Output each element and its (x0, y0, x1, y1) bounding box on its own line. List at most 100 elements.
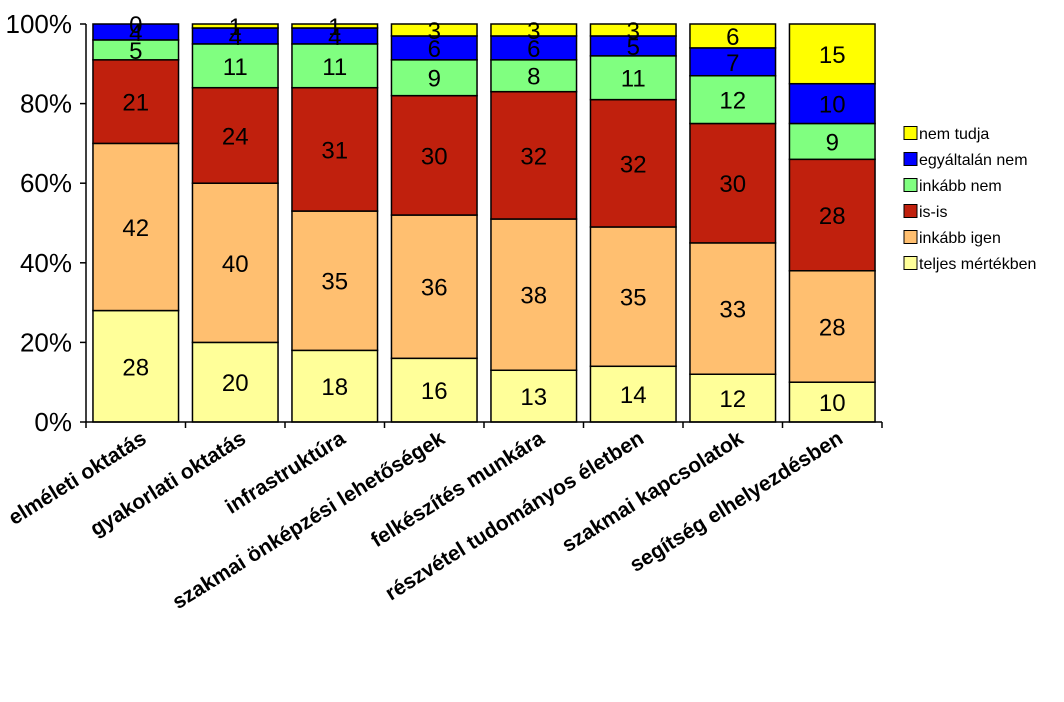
bar-segment (490, 90, 578, 220)
value-label: 4 (328, 24, 341, 51)
value-label: 11 (223, 54, 248, 81)
bar-segment (490, 23, 578, 37)
bar-segment (589, 98, 677, 228)
value-label: 12 (719, 88, 746, 115)
value-label: 32 (520, 143, 547, 170)
legend-label: is-is (919, 204, 947, 221)
y-tick-label: 40% (20, 248, 72, 278)
value-label: 11 (322, 54, 347, 81)
bar-segment (291, 349, 379, 423)
value-label: 5 (129, 38, 142, 65)
bar-segment (689, 242, 777, 375)
bar-segment (589, 23, 677, 37)
value-label: 30 (421, 143, 448, 170)
value-label: 28 (819, 314, 846, 341)
value-label: 36 (421, 275, 448, 302)
bar-segment (291, 210, 379, 352)
value-label: 30 (719, 171, 746, 198)
value-label: 24 (222, 123, 249, 150)
value-label: 0 (129, 12, 142, 39)
legend-label: inkább igen (919, 230, 1001, 247)
value-label: 9 (826, 129, 839, 156)
category-label: felkészítés munkára (367, 427, 549, 552)
legend-swatch (903, 256, 918, 270)
value-label: 28 (819, 203, 846, 230)
legend-swatch (903, 152, 918, 166)
legend: nem tudja egyáltalán nem inkább nem is-is in… (903, 126, 1036, 273)
value-label: 4 (129, 20, 142, 47)
bar-segment (291, 23, 379, 29)
value-label: 12 (719, 386, 746, 413)
value-label: 21 (122, 90, 149, 117)
bar-segment (689, 122, 777, 244)
value-label: 1 (229, 14, 242, 41)
bar-segment (291, 86, 379, 212)
value-label: 35 (620, 285, 647, 312)
bar-segment (589, 365, 677, 423)
value-label: 20 (222, 370, 249, 397)
value-label: 32 (620, 151, 647, 178)
value-label: 10 (819, 92, 846, 119)
bar-segment (490, 369, 578, 423)
legend-swatch (903, 204, 918, 218)
value-label: 18 (321, 374, 348, 401)
value-label: 3 (627, 18, 640, 45)
bar-segment (191, 23, 279, 29)
value-label: 38 (520, 283, 547, 310)
value-label: 16 (421, 378, 448, 405)
value-label: 3 (428, 18, 441, 45)
bar-segment (390, 357, 478, 423)
bar-segment (390, 59, 478, 97)
bar-segment (92, 23, 180, 41)
bar-segment (490, 218, 578, 372)
bar-segment (191, 43, 279, 89)
bar-segment (390, 94, 478, 216)
bar-segment (390, 214, 478, 360)
bar-segment (788, 270, 876, 383)
bar-segment (689, 47, 777, 77)
value-label: 40 (222, 251, 249, 278)
value-label: 33 (719, 297, 746, 324)
bar-segment (92, 142, 180, 312)
legend-label: egyáltalán nem (919, 152, 1028, 169)
value-label: 1 (328, 14, 341, 41)
value-label: 13 (520, 384, 547, 411)
bar-segment (589, 226, 677, 368)
bar-segment (490, 59, 578, 93)
value-label: 5 (627, 34, 640, 61)
bar-segment (689, 23, 777, 49)
plot-area: 2842215402040241141183531114116363096313… (92, 12, 876, 423)
legend-swatch (903, 126, 918, 140)
value-label: 4 (229, 24, 242, 51)
legend-swatch (903, 178, 918, 192)
y-tick-label: 60% (20, 168, 72, 198)
value-label: 8 (527, 64, 540, 91)
value-label: 28 (122, 354, 149, 381)
value-label: 31 (321, 137, 348, 164)
bar-segment (92, 309, 180, 423)
bar-segment (191, 86, 279, 184)
value-label: 15 (819, 42, 846, 69)
value-label: 35 (321, 269, 348, 296)
category-label: szakmai kapcsolatok (558, 427, 748, 557)
value-label: 10 (819, 390, 846, 417)
value-label: 3 (527, 18, 540, 45)
legend-swatch (903, 230, 918, 244)
value-label: 9 (428, 66, 441, 93)
bar-segment (390, 23, 478, 37)
value-label: 7 (726, 50, 739, 77)
y-tick-label: 20% (20, 327, 72, 357)
y-tick-label: 0% (34, 407, 72, 437)
value-label: 6 (527, 36, 540, 63)
bar-segment (291, 43, 379, 89)
value-label: 6 (428, 36, 441, 63)
y-tick-label: 80% (20, 89, 72, 119)
legend-label: nem tudja (919, 126, 989, 143)
bar-segment (788, 23, 876, 85)
y-tick-label: 100% (6, 9, 73, 39)
value-label: 6 (726, 24, 739, 51)
value-label: 11 (621, 66, 646, 93)
legend-label: teljes mértékben (919, 256, 1036, 273)
